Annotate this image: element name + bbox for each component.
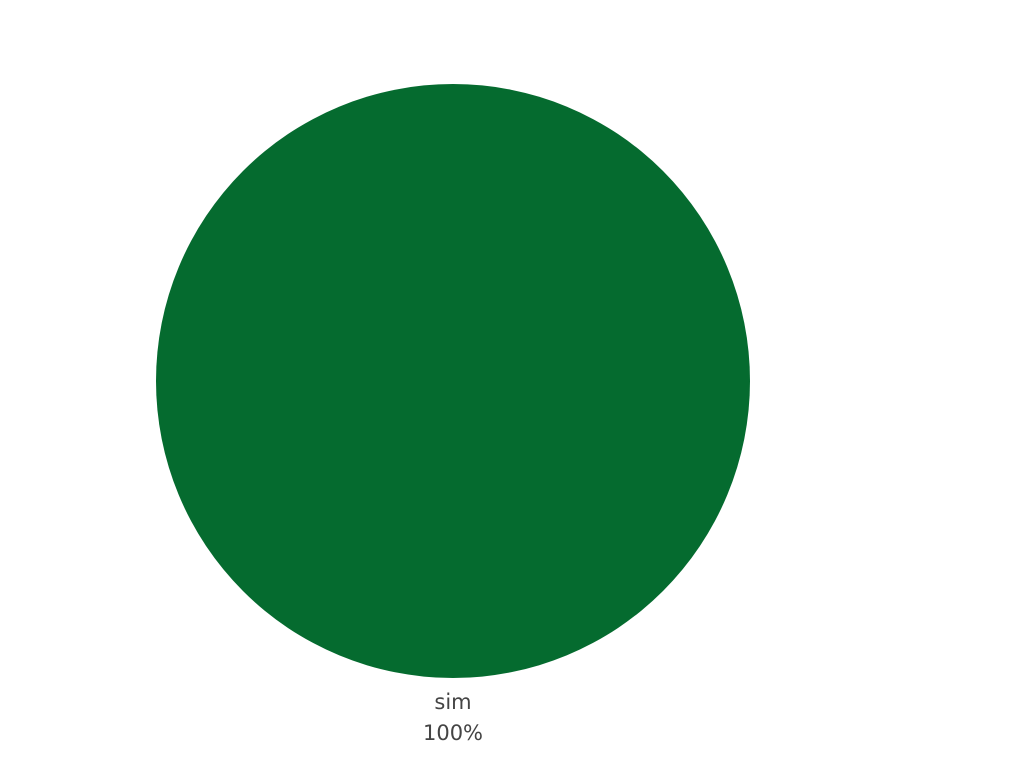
slice-label-percent: 100% [423, 721, 483, 745]
slice-label-name: sim [434, 690, 471, 714]
pie-slices [156, 84, 750, 678]
pie-slice-sim [156, 84, 750, 678]
pie-labels: sim 100% [423, 690, 483, 745]
